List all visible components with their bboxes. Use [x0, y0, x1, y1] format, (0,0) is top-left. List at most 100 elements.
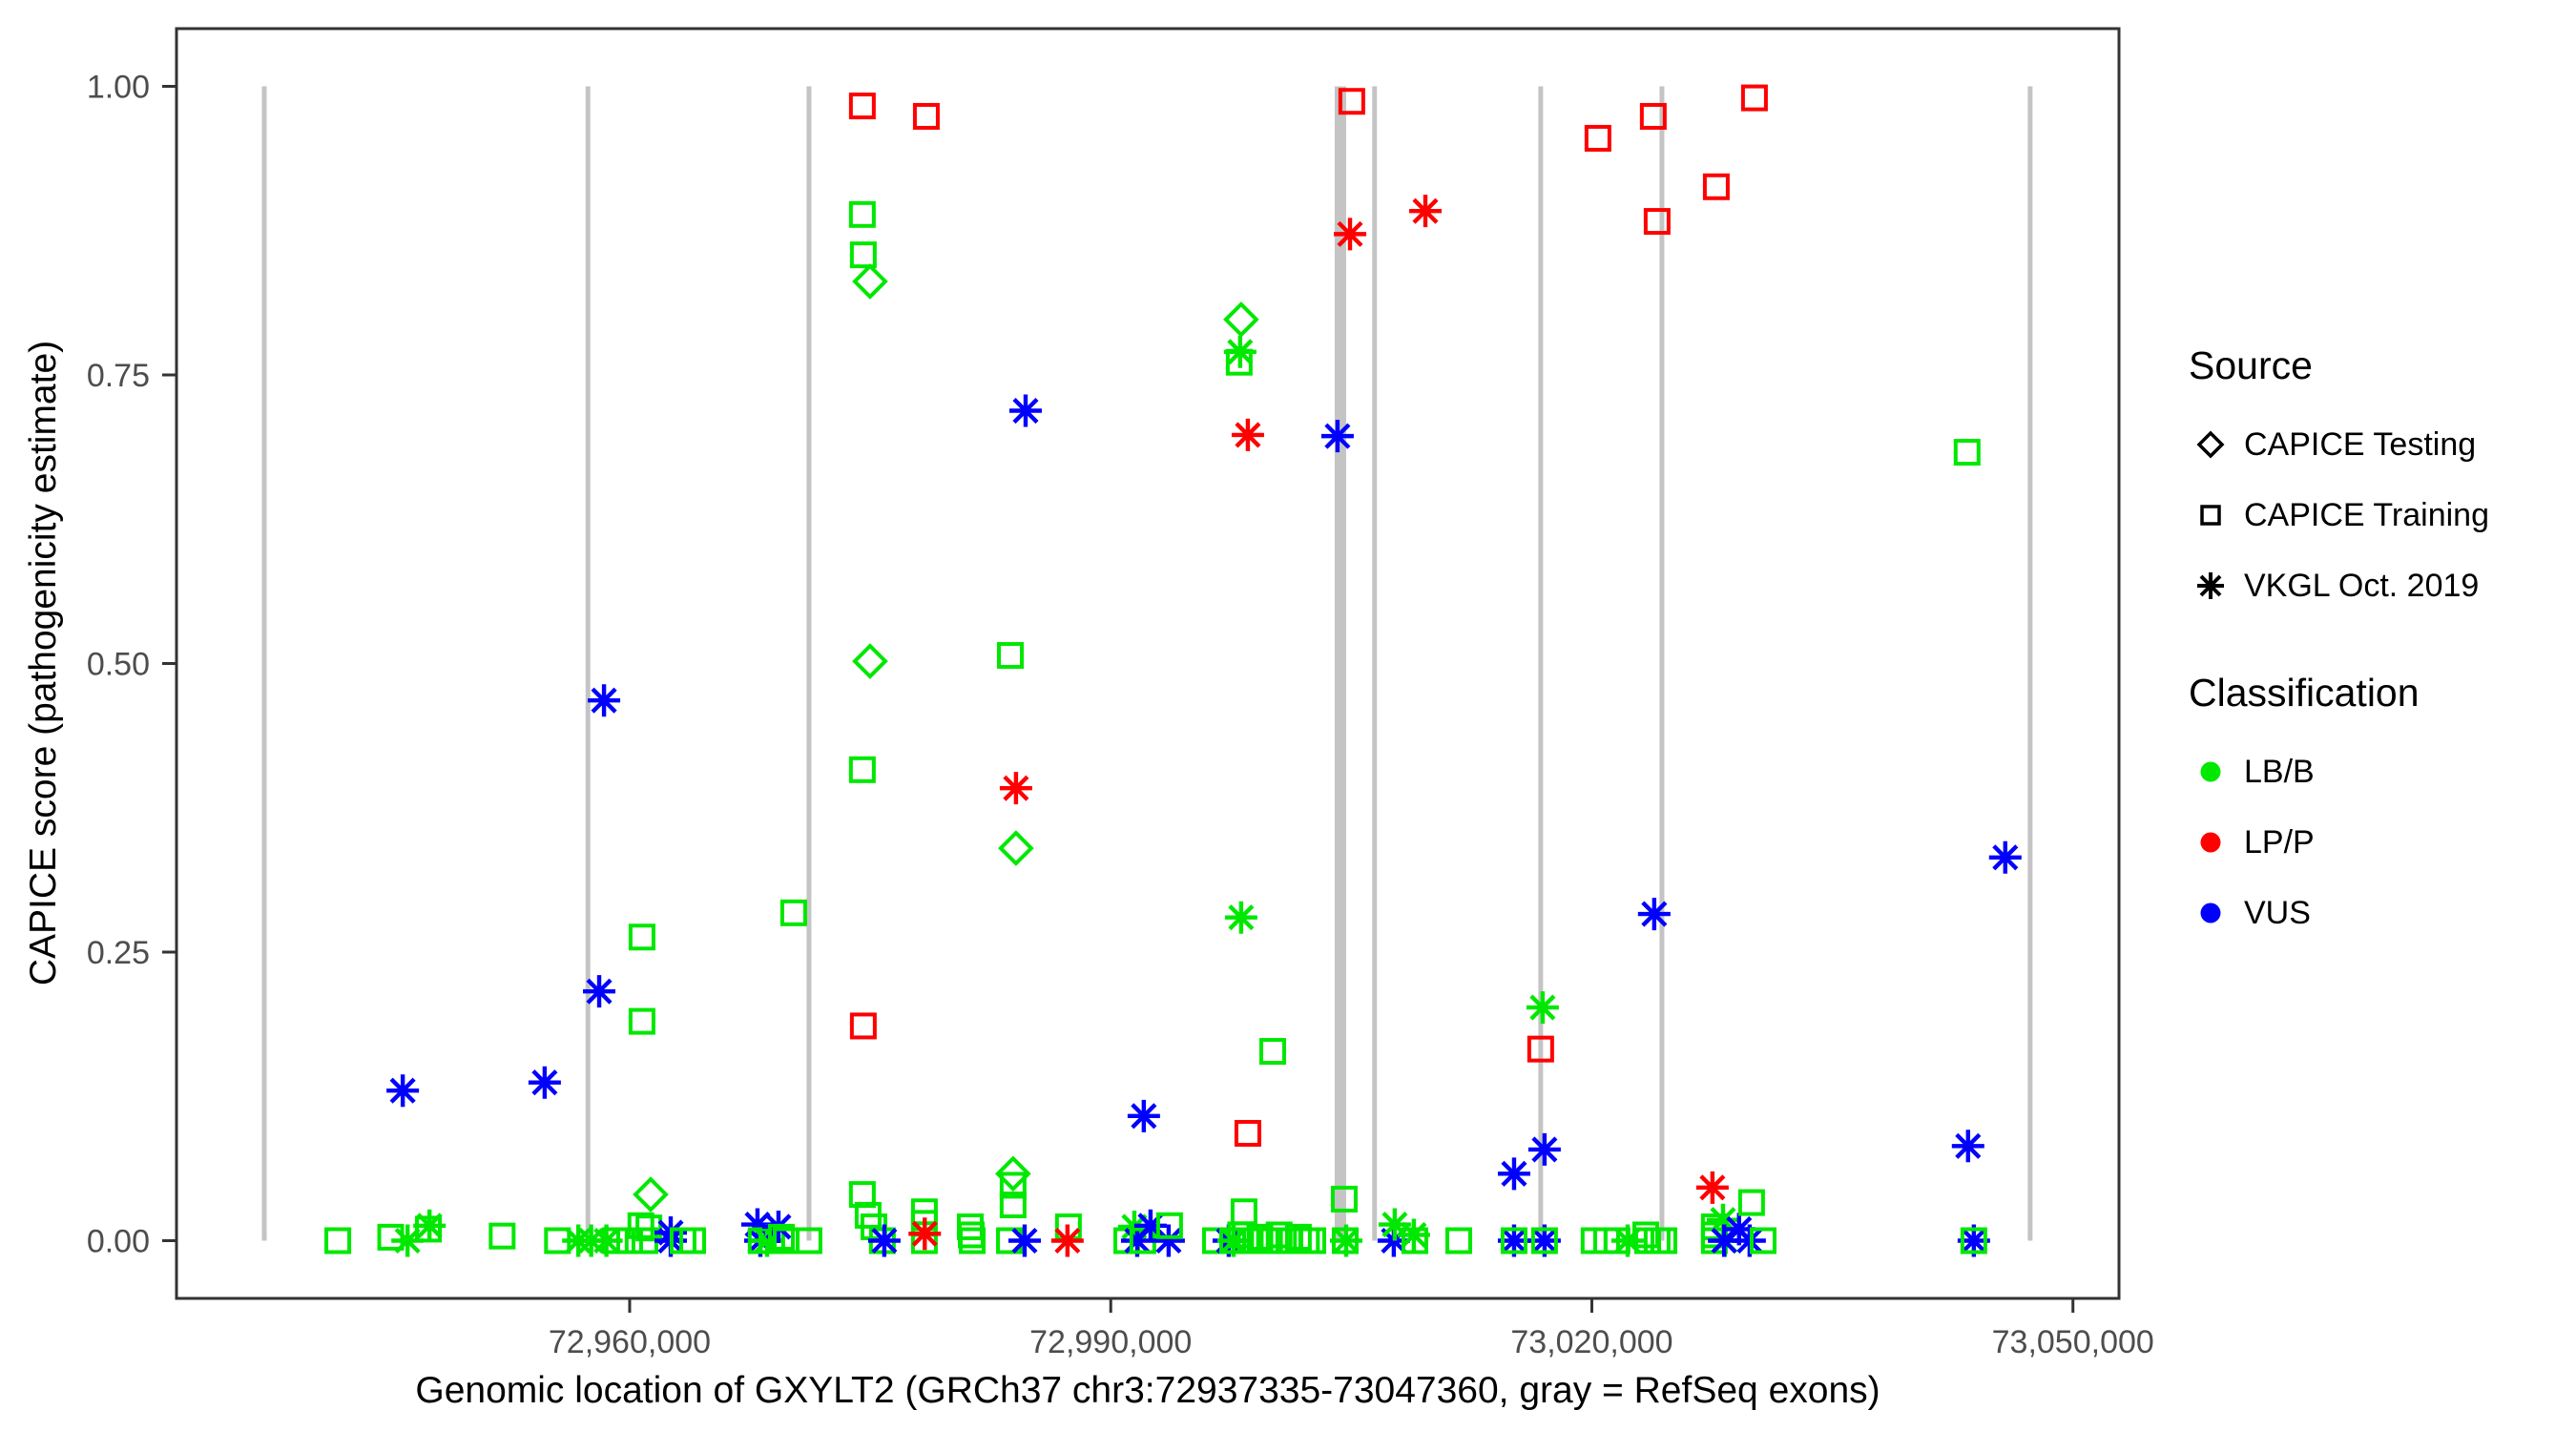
x-axis-title: Genomic location of GXYLT2 (GRCh37 chr3:…	[415, 1370, 1880, 1411]
panel-border	[175, 27, 2121, 1300]
point-asterisk-VUS	[528, 1066, 561, 1099]
point-asterisk-LB	[1329, 1224, 1362, 1257]
point-asterisk-VUS	[583, 975, 616, 1008]
legend-key-dot-icon	[2200, 832, 2221, 853]
point-square-LB	[958, 1227, 986, 1255]
legend-source-title: Source	[2189, 343, 2313, 387]
point-square-LB	[1230, 1198, 1257, 1226]
point-square-LB	[1330, 1185, 1358, 1213]
point-asterisk-LB	[590, 1224, 623, 1257]
point-square-LB	[1299, 1227, 1327, 1255]
point-asterisk-VUS	[1527, 1224, 1561, 1257]
point-asterisk-LB	[1610, 1224, 1644, 1257]
point-asterisk-VUS	[740, 1208, 774, 1241]
legend-key-sq-icon	[2200, 505, 2221, 526]
point-diamond-LB	[995, 1155, 1031, 1192]
point-square-LB	[1444, 1227, 1472, 1255]
y-tick-label: 0.00	[87, 1224, 150, 1260]
point-asterisk-LP	[908, 1217, 942, 1251]
point-asterisk-VUS	[867, 1224, 901, 1257]
point-asterisk-VUS	[1497, 1224, 1530, 1257]
point-diamond-LB	[852, 643, 888, 679]
point-diamond-LB	[852, 263, 888, 300]
legend-classification-label: LB/B	[2244, 753, 2315, 790]
point-square-LP	[1338, 88, 1365, 115]
point-asterisk-LB	[1223, 335, 1257, 368]
point-asterisk-VUS	[1527, 1132, 1561, 1166]
point-square-LP	[1740, 84, 1768, 112]
point-asterisk-LP	[1409, 195, 1442, 228]
legend-classification-item: LB/B	[2189, 736, 2570, 807]
point-asterisk-LB	[1378, 1208, 1411, 1241]
legend-classification-title: Classification	[2189, 671, 2420, 715]
point-asterisk-VUS	[1008, 1224, 1041, 1257]
point-asterisk-VUS	[1120, 1224, 1153, 1257]
point-asterisk-VUS	[1988, 840, 2022, 874]
y-axis-title: CAPICE score (pathogenicity estimate)	[23, 340, 64, 986]
legend: Source CAPICE Testing CAPICE Training VKGL…	[2189, 343, 2570, 998]
legend-key-as-icon	[2197, 572, 2224, 599]
legend-key-dot-icon	[2200, 902, 2221, 923]
point-square-LB	[1530, 1227, 1558, 1255]
point-asterisk-VUS	[588, 684, 621, 717]
point-asterisk-LB	[1526, 991, 1559, 1025]
point-square-LB	[601, 1227, 629, 1255]
legend-classification-items: LB/B LP/P VUS	[2189, 736, 2570, 948]
y-tick-label: 0.50	[87, 647, 150, 683]
x-tick-label: 72,990,000	[1029, 1324, 1192, 1360]
point-asterisk-VUS	[1133, 1209, 1167, 1242]
point-asterisk-VUS	[1733, 1224, 1766, 1257]
point-asterisk-VUS	[1957, 1224, 1990, 1257]
x-tick-label: 73,050,000	[1992, 1324, 2154, 1360]
legend-classification-label: LP/P	[2244, 823, 2315, 861]
point-square-LB	[848, 1181, 876, 1209]
point-square-LB	[997, 642, 1025, 670]
legend-source-item: VKGL Oct. 2019	[2189, 550, 2570, 621]
point-diamond-LB	[998, 830, 1034, 866]
point-square-LB	[679, 1227, 707, 1255]
point-diamond-LB	[633, 1176, 669, 1213]
point-square-LB	[849, 241, 877, 269]
point-square-LP	[1527, 1035, 1554, 1063]
point-asterisk-LP	[1334, 218, 1366, 251]
legend-key-di-icon	[2196, 430, 2225, 459]
legend-source-label: CAPICE Testing	[2244, 425, 2477, 463]
point-asterisk-LB	[1224, 901, 1257, 934]
point-square-LB	[1155, 1212, 1183, 1239]
point-square-LB	[1650, 1227, 1677, 1255]
point-square-LB	[848, 756, 876, 783]
point-square-LB	[779, 899, 807, 926]
point-asterisk-LP	[999, 772, 1032, 805]
legend-source-label: VKGL Oct. 2019	[2244, 567, 2480, 604]
point-square-LB	[1953, 439, 1981, 467]
point-square-LB	[848, 200, 876, 228]
point-asterisk-LB	[751, 1224, 784, 1257]
point-square-LB	[488, 1222, 516, 1250]
point-asterisk-VUS	[1637, 898, 1671, 931]
point-square-LB	[1284, 1223, 1312, 1251]
y-tick-label: 1.00	[87, 70, 150, 106]
y-tick-label: 0.75	[87, 358, 150, 394]
point-square-LB	[767, 1223, 795, 1251]
point-square-LB	[635, 1214, 663, 1242]
x-tick-label: 72,960,000	[549, 1324, 711, 1360]
point-square-LB	[1960, 1227, 1987, 1255]
point-asterisk-LB	[1216, 1224, 1250, 1257]
legend-source-item: CAPICE Testing	[2189, 409, 2570, 480]
point-asterisk-LP	[1231, 418, 1264, 451]
point-square-LB	[1258, 1038, 1286, 1066]
point-asterisk-LB	[1706, 1203, 1739, 1236]
legend-classification-label: VUS	[2244, 894, 2311, 931]
point-square-LB	[795, 1227, 822, 1255]
point-asterisk-VUS	[1008, 394, 1042, 427]
point-asterisk-VUS	[1497, 1157, 1530, 1191]
point-square-LP	[1584, 124, 1611, 152]
point-square-LB	[628, 923, 655, 951]
legend-source-item: CAPICE Training	[2189, 480, 2570, 550]
legend-key-dot-icon	[2200, 761, 2221, 782]
legend-classification-item: LP/P	[2189, 807, 2570, 878]
point-asterisk-LP	[1695, 1171, 1729, 1204]
point-diamond-LB	[1223, 301, 1259, 338]
point-asterisk-VUS	[386, 1074, 420, 1108]
